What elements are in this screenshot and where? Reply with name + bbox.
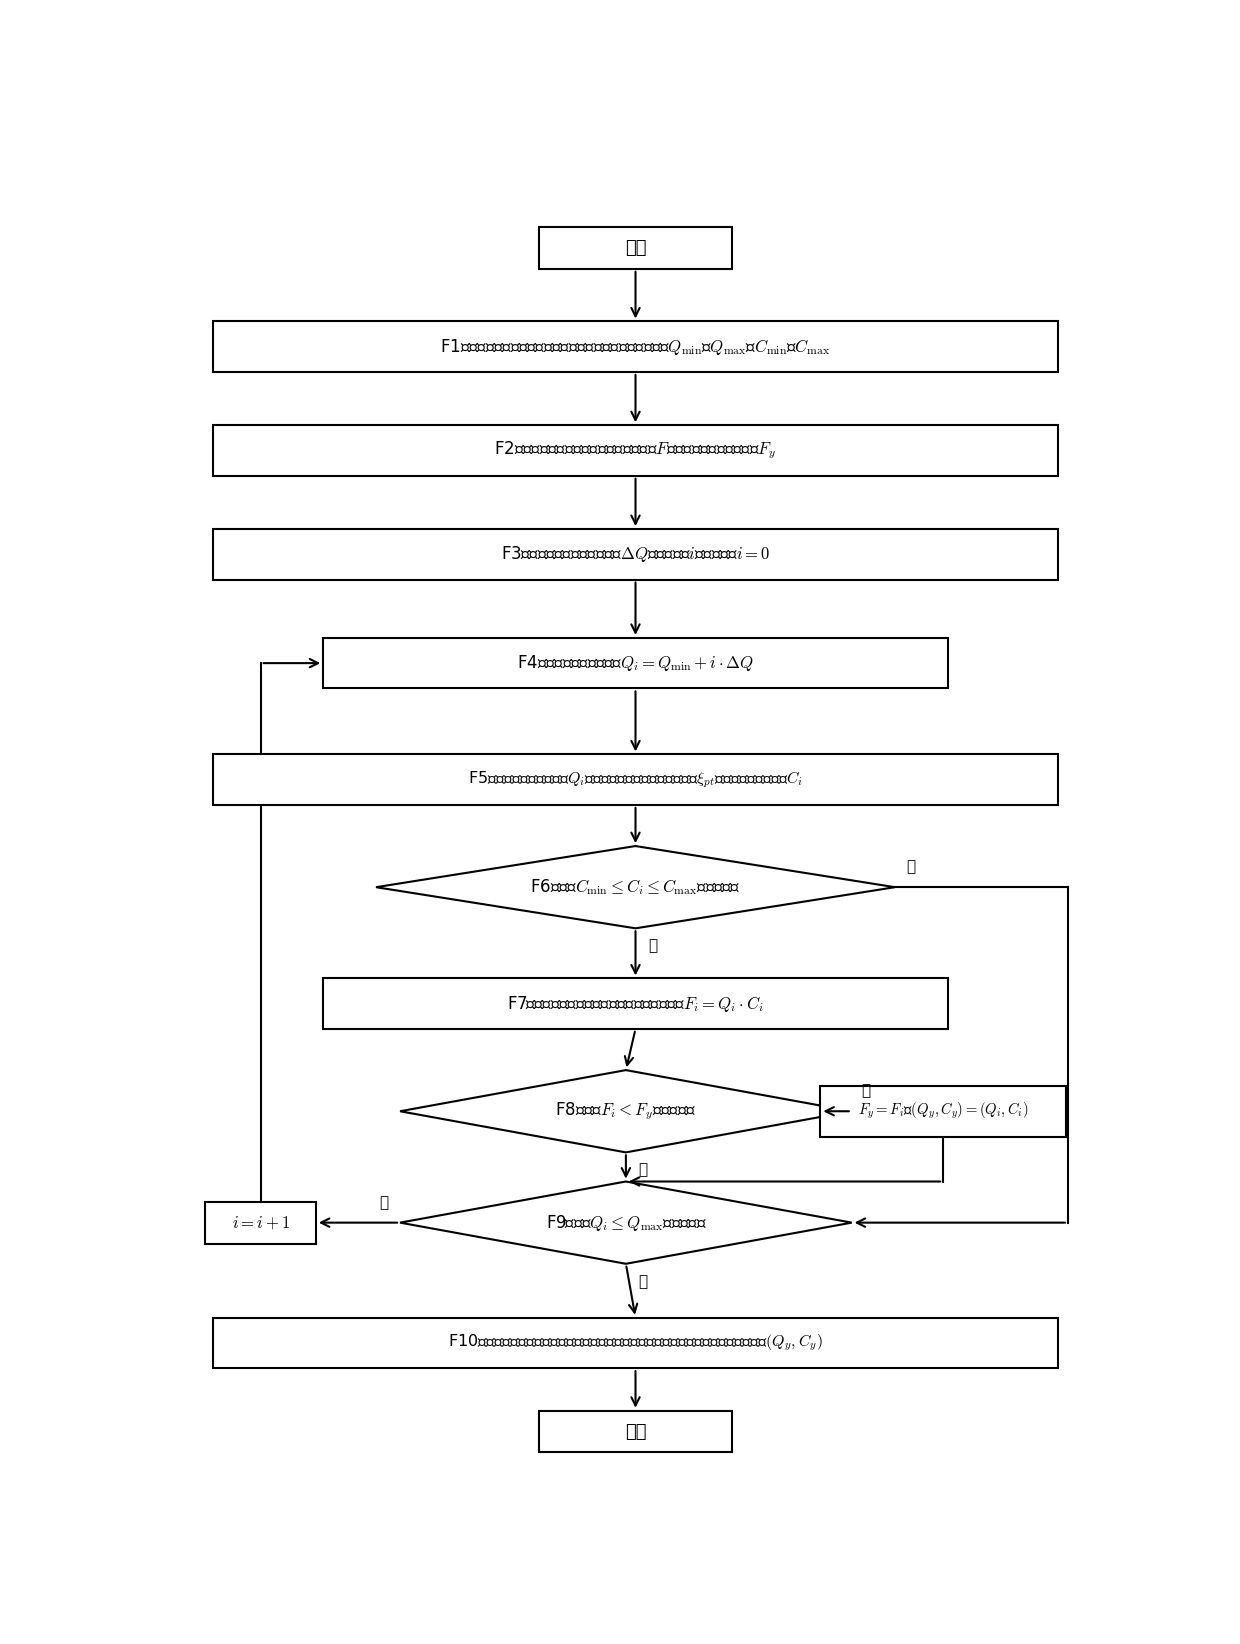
- Bar: [213, 755, 1058, 806]
- Text: 否: 否: [906, 860, 915, 875]
- Bar: [213, 321, 1058, 372]
- Text: 是: 是: [862, 1083, 870, 1098]
- Text: F6）判断$C_{\mathrm{min}}\leq C_i\leq C_{\mathrm{max}}$是否成立？: F6）判断$C_{\mathrm{min}}\leq C_i\leq C_{\m…: [531, 878, 740, 898]
- Bar: [213, 1317, 1058, 1368]
- Text: F5）反算出乳化液流量为$Q_i$时，要达到析出油膜厚度目标值$\xi_{pt}$所需要的乳化液浓度$C_i$: F5）反算出乳化液流量为$Q_i$时，要达到析出油膜厚度目标值$\xi_{pt}…: [467, 769, 804, 789]
- Text: F2）定义二次冷轧机组油耗控制目标函数$F$，初始化目标函数最优解$F_y$: F2）定义二次冷轧机组油耗控制目标函数$F$，初始化目标函数最优解$F_y$: [495, 439, 776, 462]
- Polygon shape: [401, 1070, 852, 1152]
- Bar: [821, 1087, 1065, 1136]
- Bar: [206, 1202, 316, 1243]
- Text: 是: 是: [639, 1274, 647, 1289]
- Bar: [213, 529, 1058, 580]
- Text: $i=i+1$: $i=i+1$: [232, 1213, 290, 1231]
- Text: F4）计算此时乳化液流量$Q_i=Q_{\mathrm{min}}+i\cdot\Delta Q$: F4）计算此时乳化液流量$Q_i=Q_{\mathrm{min}}+i\cdot…: [517, 653, 754, 672]
- Text: F3）定义乳化液流量优化步长$\Delta Q$、优化步数$i$，并初始化$i=0$: F3）定义乳化液流量优化步长$\Delta Q$、优化步数$i$，并初始化$i=…: [501, 544, 770, 564]
- Bar: [213, 426, 1058, 475]
- Text: F8）判断$F_i<F_y$是否成立？: F8）判断$F_i<F_y$是否成立？: [556, 1100, 697, 1123]
- Text: F9）判断$Q_i\leq Q_{\mathrm{max}}$是否成立？: F9）判断$Q_i\leq Q_{\mathrm{max}}$是否成立？: [546, 1213, 707, 1233]
- Bar: [324, 638, 947, 689]
- Bar: [539, 1411, 732, 1452]
- Text: F10）输出二次冷轧机组满足润滑性能要求且油耗最小的乳化液流量与浓度的最优组合$(Q_y,C_y)$: F10）输出二次冷轧机组满足润滑性能要求且油耗最小的乳化液流量与浓度的最优组合$…: [448, 1333, 823, 1353]
- Text: 否: 否: [639, 1162, 647, 1177]
- Text: 否: 否: [379, 1195, 388, 1210]
- Text: $F_y=F_i$，$(Q_y,C_y)=(Q_i,C_i)$: $F_y=F_i$，$(Q_y,C_y)=(Q_i,C_i)$: [858, 1101, 1028, 1121]
- Text: 结束: 结束: [625, 1422, 646, 1440]
- Text: 开始: 开始: [625, 238, 646, 256]
- Text: 是: 是: [649, 939, 657, 954]
- Polygon shape: [376, 847, 895, 929]
- Text: F1）收集二次冷轧机组乳化液流量与浓度的最大值、最小值$Q_{\mathrm{min}}$、$Q_{\mathrm{max}}$、$C_{\mathrm{min: F1）收集二次冷轧机组乳化液流量与浓度的最大值、最小值$Q_{\mathrm{m…: [440, 337, 831, 357]
- Text: F7）计算此时二次冷轧机组油耗控制目标函数$F_i=Q_i\cdot C_i$: F7）计算此时二次冷轧机组油耗控制目标函数$F_i=Q_i\cdot C_i$: [507, 993, 764, 1014]
- Bar: [324, 978, 947, 1029]
- Polygon shape: [401, 1182, 852, 1264]
- Bar: [539, 227, 732, 270]
